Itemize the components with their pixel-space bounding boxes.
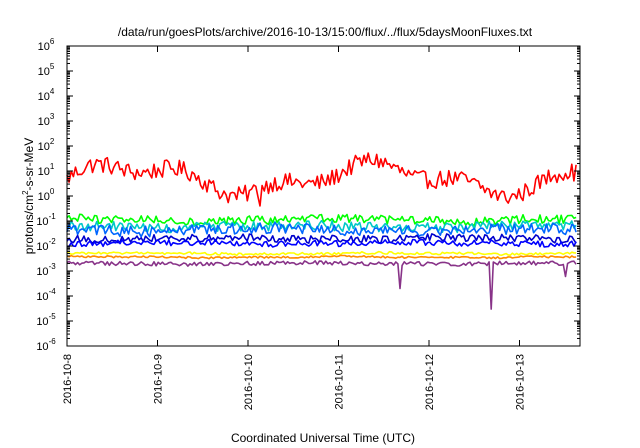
y-tick-label: 10-3 xyxy=(36,262,56,278)
x-tick-label: 2016-10-12 xyxy=(424,354,436,410)
series-layer xyxy=(66,152,577,310)
x-tick-label: 2016-10-13 xyxy=(515,354,527,410)
y-tick-label: 10-4 xyxy=(36,287,56,303)
chart-title: /data/run/goesPlots/archive/2016-10-13/1… xyxy=(118,25,533,39)
y-tick-label: 103 xyxy=(38,112,55,128)
y-axis-label: protons/cm2-s-sr-MeV xyxy=(21,138,36,254)
series-line xyxy=(66,221,577,238)
y-tick-label: 100 xyxy=(38,187,55,203)
series-line xyxy=(66,254,577,260)
y-tick-label: 105 xyxy=(38,62,55,78)
y-tick-label: 106 xyxy=(38,37,55,53)
y-tick-label: 10-6 xyxy=(36,337,56,353)
y-tick-label: 10-2 xyxy=(36,237,56,253)
series-line xyxy=(66,152,577,207)
y-tick-label: 104 xyxy=(38,87,55,103)
y-tick-label: 10-5 xyxy=(36,312,56,328)
y-axis: 106 105 104 103 102 101 100 10-1 10-2 10-3 10-4 10-… xyxy=(36,37,580,353)
y-tick-label: 10-1 xyxy=(36,212,56,228)
plot-frame xyxy=(66,45,581,347)
x-tick-label: 2016-10-9 xyxy=(153,354,165,404)
x-axis: 2016-10-8 2016-10-9 2016-10-10 2016-10-11 20… xyxy=(62,46,527,410)
x-axis-label: Coordinated Universal Time (UTC) xyxy=(231,431,415,445)
y-tick-label: 101 xyxy=(38,162,55,178)
series-line xyxy=(66,238,577,248)
x-tick-label: 2016-10-11 xyxy=(334,354,346,409)
series-line xyxy=(66,250,577,257)
x-tick-label: 2016-10-10 xyxy=(243,354,255,410)
y-tick-label: 102 xyxy=(38,137,55,153)
series-line xyxy=(66,213,577,227)
x-tick-label: 2016-10-8 xyxy=(62,354,74,404)
series-line xyxy=(66,233,577,245)
series-line xyxy=(66,260,577,310)
